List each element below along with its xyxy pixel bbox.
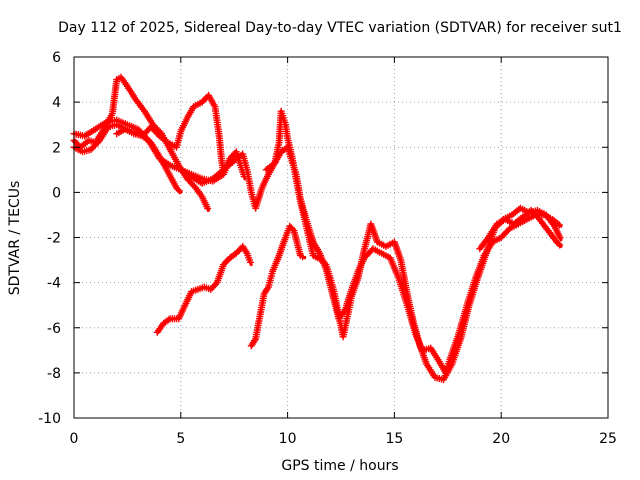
series-layer <box>70 73 564 384</box>
series-track-5 <box>177 107 564 384</box>
plus-marker <box>554 240 562 247</box>
plus-marker <box>165 316 172 324</box>
x-tick-label: 25 <box>599 431 617 447</box>
series-track-7 <box>476 206 564 253</box>
x-tick-label: 15 <box>385 431 403 447</box>
plus-marker <box>555 221 563 229</box>
series-track-4 <box>113 91 227 176</box>
y-tick-label: -2 <box>47 231 61 247</box>
x-tick-labels: 0 5 10 15 20 25 <box>70 431 617 447</box>
tick-marks <box>73 56 609 419</box>
plus-marker <box>556 234 564 242</box>
plus-marker <box>204 205 212 212</box>
series-track-6 <box>262 143 563 377</box>
y-tick-label: 2 <box>52 140 61 156</box>
x-tick-label: 10 <box>279 431 297 447</box>
y-tick-label: 0 <box>52 185 61 201</box>
y-tick-label: -4 <box>47 276 61 292</box>
y-tick-labels: -10 -8 -6 -4 -2 0 2 4 6 <box>38 50 61 427</box>
y-axis-title: SDTVAR / TECUs <box>7 181 23 296</box>
plus-marker <box>556 241 564 249</box>
series-line <box>264 145 563 375</box>
series-track-8 <box>153 243 254 336</box>
y-tick-label: 4 <box>52 95 61 111</box>
x-tick-label: 5 <box>176 431 185 447</box>
plus-marker <box>229 151 237 159</box>
y-tick-label: -6 <box>47 321 61 337</box>
x-axis-title: GPS time / hours <box>281 458 398 474</box>
chart-title: Day 112 of 2025, Sidereal Day-to-day VTE… <box>58 20 622 36</box>
plus-marker <box>299 253 307 261</box>
plus-marker <box>175 187 183 195</box>
plus-marker <box>289 225 297 233</box>
plus-marker <box>174 185 182 193</box>
plus-marker <box>246 258 254 266</box>
y-tick-label: 6 <box>52 50 61 66</box>
y-tick-label: -10 <box>38 411 61 427</box>
plus-marker <box>504 226 512 234</box>
x-tick-label: 20 <box>492 431 510 447</box>
series-track-1 <box>70 73 212 212</box>
y-tick-label: -8 <box>47 366 61 382</box>
x-tick-label: 0 <box>70 431 79 447</box>
grid-lines <box>74 57 608 418</box>
series-track-9 <box>247 222 307 350</box>
